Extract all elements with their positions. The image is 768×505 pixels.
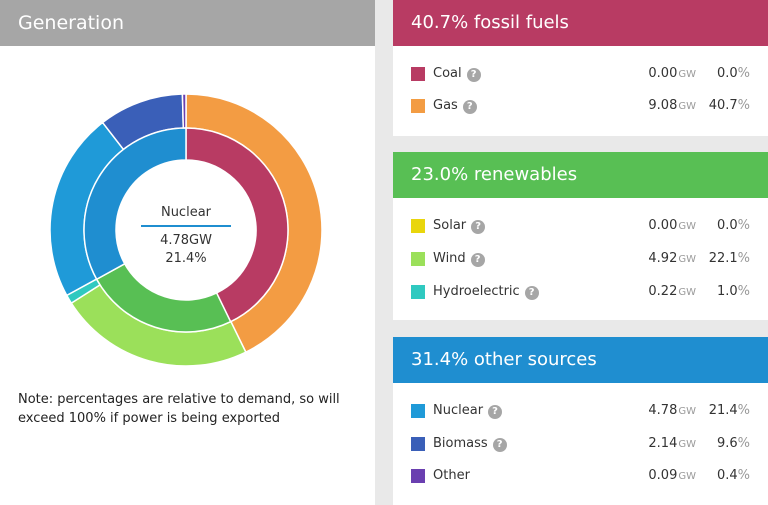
biomass-gw-unit: GW [678, 439, 696, 450]
center-source-gw: 4.78GW [160, 233, 212, 248]
hydroelectric-label: Hydroelectric [433, 284, 520, 299]
center-source-name: Nuclear [160, 205, 212, 220]
source-row-wind[interactable]: Wind? 4.92GW 22.1% [393, 247, 768, 271]
gas-percent-unit: % [737, 98, 750, 113]
solar-gw-value: 0.00 [648, 218, 678, 233]
gas-percent-value: 40.7 [708, 98, 738, 113]
inner-slice-other-sources[interactable] [83, 127, 187, 281]
nuclear-label: Nuclear [433, 403, 484, 418]
nuclear-help-icon[interactable]: ? [488, 405, 503, 419]
gas-gw-value: 9.08 [648, 98, 678, 113]
hydroelectric-help-icon[interactable]: ? [524, 286, 539, 300]
hydroelectric-gw-value: 0.22 [648, 284, 678, 299]
wind-swatch [411, 252, 425, 266]
generation-donut-chart [49, 93, 323, 367]
percentage-note: Note: percentages are relative to demand… [18, 392, 340, 426]
fossil-fuels-card: 40.7% fossil fuels Coal? 0.00GW 0.0% Gas… [393, 0, 768, 136]
coal-swatch [411, 67, 425, 81]
other-gw-value: 0.09 [648, 468, 678, 483]
coal-help-icon[interactable]: ? [466, 68, 481, 82]
other-gw-unit: GW [678, 471, 696, 482]
solar-label: Solar [433, 218, 467, 233]
generation-panel: Generation Nuclear 4.78GW 21.4% Note: pe… [0, 0, 375, 505]
gas-gw-unit: GW [678, 101, 696, 112]
other-label: Other [433, 468, 470, 483]
solar-help-icon[interactable]: ? [471, 220, 486, 234]
biomass-help-icon[interactable]: ? [492, 438, 507, 452]
gas-help-icon[interactable]: ? [462, 100, 477, 114]
hydroelectric-swatch [411, 285, 425, 299]
nuclear-gw-value: 4.78 [648, 403, 678, 418]
solar-swatch [411, 219, 425, 233]
center-source-percent: 21.4% [165, 251, 207, 266]
solar-percent-value: 0.0 [716, 218, 738, 233]
nuclear-percent-unit: % [737, 403, 750, 418]
fossil-fuels-header: 40.7% fossil fuels [393, 0, 768, 46]
other-sources-card: 31.4% other sources Nuclear? 4.78GW 21.4… [393, 337, 768, 505]
source-row-coal[interactable]: Coal? 0.00GW 0.0% [393, 62, 768, 86]
source-row-gas[interactable]: Gas? 9.08GW 40.7% [393, 94, 768, 118]
other-percent-unit: % [737, 468, 750, 483]
hydroelectric-percent-unit: % [737, 284, 750, 299]
center-divider [141, 225, 231, 227]
wind-percent-value: 22.1 [708, 251, 738, 266]
other-percent-value: 0.4 [716, 468, 738, 483]
nuclear-percent-value: 21.4 [708, 403, 738, 418]
other-swatch [411, 469, 425, 483]
renewables-header: 23.0% renewables [393, 152, 768, 198]
inner-slice-fossil-fuels[interactable] [185, 127, 289, 323]
nuclear-gw-unit: GW [678, 406, 696, 417]
biomass-percent-value: 9.6 [716, 436, 738, 451]
biomass-label: Biomass [433, 436, 488, 451]
source-row-solar[interactable]: Solar? 0.00GW 0.0% [393, 214, 768, 238]
outer-slice-other[interactable] [181, 93, 187, 129]
source-row-other[interactable]: Other 0.09GW 0.4% [393, 464, 768, 488]
gas-label: Gas [433, 98, 458, 113]
solar-gw-unit: GW [678, 221, 696, 232]
renewables-card: 23.0% renewables Solar? 0.00GW 0.0% Wind… [393, 152, 768, 320]
generation-title: Generation [0, 0, 375, 46]
wind-gw-unit: GW [678, 254, 696, 265]
coal-gw-value: 0.00 [648, 66, 678, 81]
solar-percent-unit: % [737, 218, 750, 233]
biomass-gw-value: 2.14 [648, 436, 678, 451]
other-sources-header: 31.4% other sources [393, 337, 768, 383]
source-row-hydroelectric[interactable]: Hydroelectric? 0.22GW 1.0% [393, 280, 768, 304]
source-row-biomass[interactable]: Biomass? 2.14GW 9.6% [393, 432, 768, 456]
source-row-nuclear[interactable]: Nuclear? 4.78GW 21.4% [393, 399, 768, 423]
coal-label: Coal [433, 66, 462, 81]
biomass-percent-unit: % [737, 436, 750, 451]
nuclear-swatch [411, 404, 425, 418]
wind-help-icon[interactable]: ? [470, 253, 485, 267]
coal-gw-unit: GW [678, 69, 696, 80]
wind-label: Wind [433, 251, 466, 266]
coal-percent-value: 0.0 [716, 66, 738, 81]
hydroelectric-gw-unit: GW [678, 287, 696, 298]
hydroelectric-percent-value: 1.0 [716, 284, 738, 299]
wind-percent-unit: % [737, 251, 750, 266]
biomass-swatch [411, 437, 425, 451]
center-label: Nuclear 4.78GW 21.4% [112, 205, 260, 268]
gas-swatch [411, 99, 425, 113]
wind-gw-value: 4.92 [648, 251, 678, 266]
coal-percent-unit: % [737, 66, 750, 81]
